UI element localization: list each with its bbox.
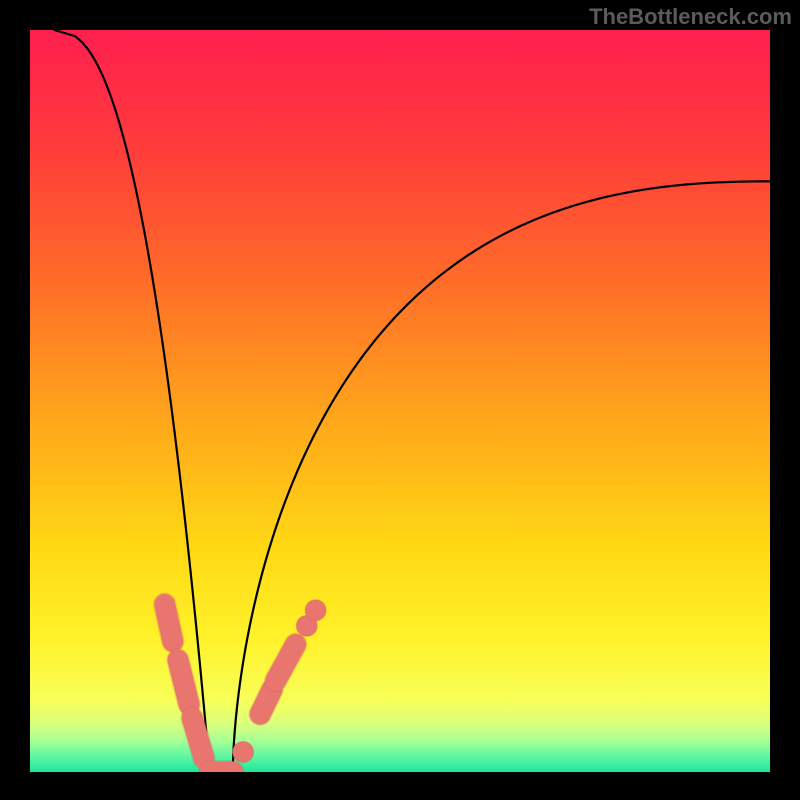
marker-capsule bbox=[178, 660, 189, 705]
marker-capsule bbox=[165, 604, 173, 641]
marker-dot bbox=[305, 600, 326, 621]
chart-svg bbox=[30, 30, 770, 772]
marker-capsule bbox=[192, 718, 204, 758]
watermark-text: TheBottleneck.com bbox=[589, 4, 792, 30]
marker-capsule bbox=[260, 690, 272, 714]
marker-dot bbox=[233, 741, 254, 762]
chart-plot-area bbox=[30, 30, 770, 772]
gradient-background bbox=[30, 30, 770, 772]
canvas-root: TheBottleneck.com bbox=[0, 0, 800, 800]
